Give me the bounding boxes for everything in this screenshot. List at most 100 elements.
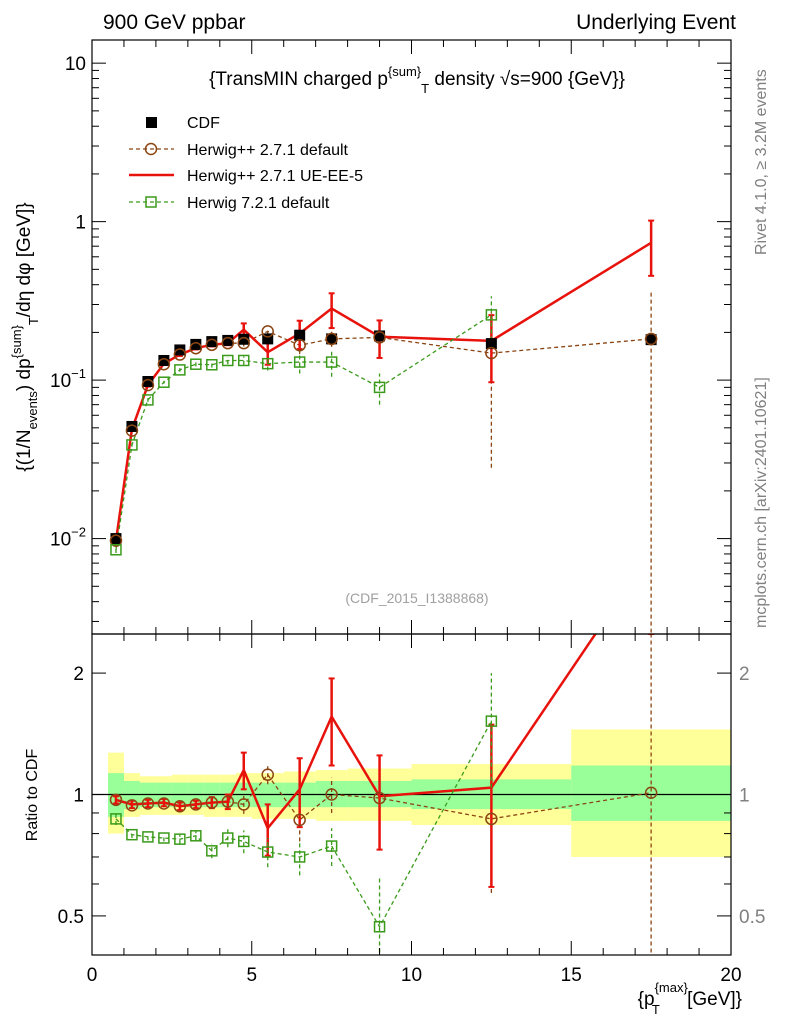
herwigpp-default-point — [141, 378, 155, 392]
cdf-data-point — [142, 376, 154, 388]
ratio-herwig7-default-point — [325, 840, 338, 852]
herwig7-default-point — [142, 394, 154, 406]
ratio-y-tick-label-left: 0.5 — [58, 907, 84, 928]
herwig7-default-point — [110, 544, 122, 556]
y-axis-label: {(1/Nevents) dp{sum}T/dη dφ [GeV]} — [9, 202, 41, 471]
ratio-herwigpp-default-point — [189, 798, 203, 811]
ratio-herwigpp-default-point — [109, 793, 123, 807]
herwig7-default-point — [325, 356, 338, 368]
mcplots-label: mcplots.cern.ch [arXiv:2401.10621] — [753, 377, 770, 628]
herwigpp-default-point — [221, 336, 235, 350]
y-tick-label-base: 10 — [65, 54, 86, 75]
x-label-pre: {p — [638, 989, 655, 1010]
legend-label-cdf: CDF — [187, 115, 220, 132]
cdf-data-point — [126, 420, 138, 432]
cdf-data-point — [174, 344, 186, 356]
ratio-y-tick-label-left: 2 — [73, 664, 84, 685]
x-tick-label: 20 — [720, 965, 741, 986]
ratio-herwig7-default-point — [206, 845, 218, 857]
x-axis-label: {p{max} T [GeV]} — [638, 980, 742, 1017]
herwig7-default-point — [174, 364, 186, 376]
y-tick-label: 10−2 — [50, 525, 86, 551]
ratio-herwigpp-default-point — [325, 788, 338, 801]
y-label-c: /dη dφ [GeV]} — [14, 202, 35, 317]
herwigpp-default-point — [157, 357, 171, 371]
ratio-herwig7-default-point — [110, 813, 122, 825]
cdf-data-point — [158, 354, 170, 366]
herwigpp-default-point — [205, 338, 219, 352]
ratio-herwig7-default-point — [142, 831, 154, 843]
header-left: 900 GeV ppbar — [103, 11, 245, 34]
herwigpp-default-point — [125, 424, 139, 437]
legend-marker-cdf — [146, 117, 157, 128]
herwigpp-default-point — [373, 331, 386, 344]
ratio-herwig7-default-point — [293, 851, 306, 863]
legend-marker-herwigpp-default — [144, 142, 158, 156]
plot-title-pre: {TransMIN charged p — [209, 69, 388, 90]
cdf-data-point — [190, 338, 202, 350]
cdf-data-point — [206, 336, 218, 348]
ratio-herwig7-default-point — [158, 832, 170, 844]
x-tick-label: 5 — [246, 965, 257, 986]
ratio-y-axis-label: Ratio to CDF — [24, 749, 41, 842]
herwigpp-default-point — [261, 325, 274, 338]
ratio-herwigpp-default-point — [293, 813, 306, 827]
ratio-herwigpp-default-point — [173, 800, 187, 813]
herwigpp-default-point — [109, 534, 123, 547]
ratio-herwig7-default-point — [190, 830, 202, 842]
y-label-a-sub: events — [25, 391, 40, 430]
herwig7-default-point — [206, 359, 218, 371]
cdf-data-point — [222, 334, 234, 346]
header-right: Underlying Event — [576, 11, 736, 34]
herwig7-default-point — [261, 357, 274, 370]
ratio-y-tick-label-left: 1 — [73, 786, 84, 807]
y-label-b-sub: T — [26, 317, 41, 325]
ratio-herwigpp-default-point — [644, 786, 658, 800]
ratio-herwigpp-default-point — [125, 799, 139, 812]
x-tick-label: 15 — [561, 965, 582, 986]
herwig7-default-point — [190, 358, 202, 370]
y-tick-label-base: 10 — [50, 530, 71, 551]
x-label-sub: T — [652, 1002, 660, 1017]
legend-marker-herwig7-default — [145, 196, 157, 208]
herwigpp-default-point — [325, 332, 338, 346]
herwigpp-default-point — [644, 332, 658, 346]
legend: CDF Herwig++ 2.7.1 default Herwig++ 2.7.… — [129, 115, 363, 212]
herwigpp-default-point — [173, 348, 187, 361]
ratio-herwigpp-default-point — [221, 795, 235, 808]
herwigpp-default-point — [189, 341, 203, 355]
x-label-sup: {max} — [655, 980, 689, 995]
ratio-herwigpp-default-point — [237, 798, 251, 811]
herwig7-default-point — [373, 381, 386, 394]
series-line-3 — [115, 314, 492, 550]
herwigpp-default-point — [485, 346, 498, 360]
y-tick-label-exp: −1 — [71, 366, 86, 381]
cdf-data-point — [326, 333, 338, 345]
ratio-herwig7-default-point — [238, 835, 250, 848]
plot-title: {TransMIN charged p{sum} T density √s=900… — [209, 64, 625, 96]
ratio-herwig7-default-point — [174, 833, 186, 845]
plot-title-post: density √s=900 {GeV}} — [429, 69, 625, 90]
y-tick-label-base: 10 — [50, 371, 71, 392]
ratio-herwigpp-default-point — [261, 768, 274, 781]
legend-label-herwigpp-ue-ee-5: Herwig++ 2.7.1 UE-EE-5 — [187, 168, 363, 185]
ratio-herwigpp-default-point — [141, 797, 155, 810]
plot-title-sup: {sum} — [388, 64, 422, 79]
y-label-a: {(1/N — [14, 429, 35, 471]
legend-label-herwig7-default: Herwig 7.2.1 default — [187, 195, 330, 212]
y-tick-label-exp: −2 — [71, 525, 86, 540]
y-label-b-sup: {sum} — [9, 324, 24, 358]
herwig7-default-point — [485, 309, 498, 321]
herwig7-default-point — [158, 376, 170, 388]
x-tick-label: 0 — [87, 965, 98, 986]
y-tick-label-base: 1 — [75, 213, 86, 234]
herwig7-default-point — [293, 356, 306, 368]
herwig7-default-point — [126, 439, 138, 451]
y-tick-label: 1 — [75, 213, 86, 234]
cdf-data-point — [294, 329, 306, 341]
rivet-version-label: Rivet 4.1.0, ≥ 3.2M events — [753, 69, 770, 255]
cdf-data-point — [485, 338, 497, 350]
